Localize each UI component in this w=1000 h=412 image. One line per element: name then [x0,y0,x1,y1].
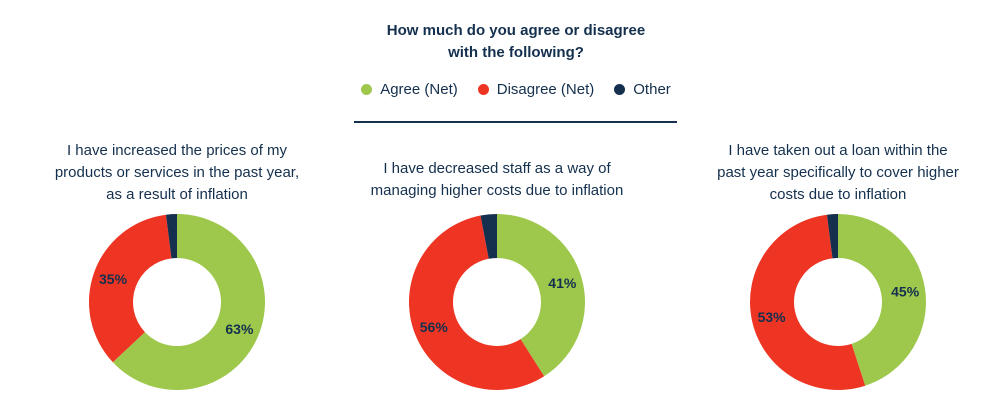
donut-label-line: I have increased the prices of my [66,142,288,159]
donut-slice-disagree-net [88,214,172,363]
legend-swatch-agree [361,84,373,95]
donut-panel-prices: I have increased the prices of my produc… [12,140,342,206]
donut-label-loan: I have taken out a loan within the past … [673,140,1000,206]
donut-label-staff: I have decreased staff as a way of manag… [332,140,662,206]
donut-slice-disagree-net [749,214,866,390]
donut-label-line: I have taken out a loan within the [728,142,948,159]
donut-value-label: 56% [420,319,449,335]
legend: Agree (Net) Disagree (Net) Other [0,81,1000,98]
donut-slice-agree-net [497,214,585,377]
legend-swatch-other [614,84,626,95]
donut-value-label: 41% [548,275,577,291]
legend-item-agree: Agree (Net) [361,81,458,98]
donut-panel-staff: I have decreased staff as a way of manag… [332,140,662,206]
donut-value-label: 35% [99,271,128,287]
donut-slice-agree-net [112,214,265,390]
legend-divider [354,121,677,123]
donut-value-label: 45% [891,283,920,299]
donut-label-line: products or services in the past year, [54,164,300,181]
donut-slice-other [165,214,177,259]
donut-slice-disagree-net [408,215,545,391]
donut-label-line: I have decreased staff as a way of [383,160,611,177]
donut-value-label: 63% [225,321,254,337]
legend-label-other: Other [633,81,671,98]
legend-item-disagree: Disagree (Net) [477,81,595,98]
legend-swatch-disagree [477,84,489,95]
donut-label-line: as a result of inflation [106,186,248,203]
donut-slice-other [826,214,838,259]
donut-label-line: past year specifically to cover higher [717,164,959,181]
donut-panel-loan: I have taken out a loan within the past … [673,140,1000,206]
donut-slice-other [480,214,497,259]
donut-label-line: costs due to inflation [769,186,907,203]
donut-slice-agree-net [838,214,926,386]
chart-title-line: with the following? [448,44,584,61]
chart-title: How much do you agree or disagree with t… [0,20,1000,64]
legend-label-disagree: Disagree (Net) [496,81,595,98]
legend-label-agree: Agree (Net) [380,81,458,98]
legend-item-other: Other [614,81,671,98]
donut-label-prices: I have increased the prices of my produc… [12,140,342,206]
donut-label-line: managing higher costs due to inflation [370,182,624,199]
donut-value-label: 53% [758,309,787,325]
chart-title-line: How much do you agree or disagree [386,22,646,39]
